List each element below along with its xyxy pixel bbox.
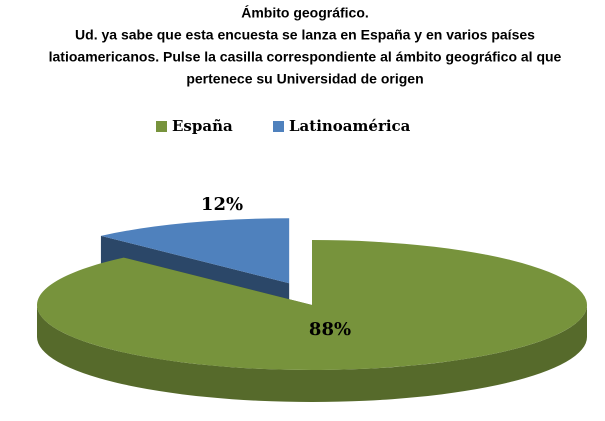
data-label: 12% [201, 194, 243, 215]
chart-title: pertenece su Universidad de origen [186, 71, 423, 87]
slice [100, 218, 290, 284]
chart-title: latioamericanos. Pulse la casilla corres… [49, 49, 562, 65]
legend-swatch [273, 121, 284, 132]
chart-title: Ámbito geográfico. [241, 5, 369, 21]
legend-swatch [156, 121, 167, 132]
slice-wall [37, 305, 587, 402]
legend-label: Latinoamérica [289, 117, 411, 135]
slice [37, 240, 588, 370]
legend-label: España [172, 117, 233, 135]
chart-title: Ud. ya sabe que esta encuesta se lanza e… [75, 27, 535, 43]
data-label: 88% [309, 319, 351, 340]
